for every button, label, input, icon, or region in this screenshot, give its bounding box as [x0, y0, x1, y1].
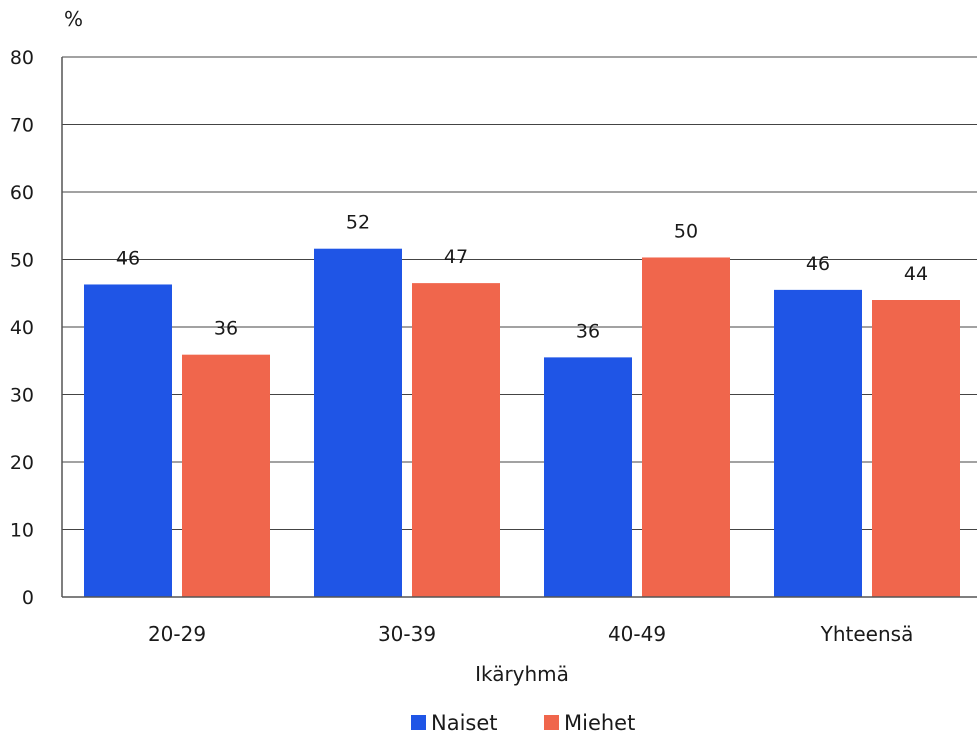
data-label: 44 [904, 263, 928, 285]
x-tick-label: Yhteensä [820, 622, 914, 646]
y-tick-label: 60 [10, 182, 34, 204]
y-axis-ticks: 0 10 20 30 40 50 60 70 80 [10, 47, 34, 609]
legend-label-miehet: Miehet [564, 711, 635, 735]
data-labels: 46 36 52 47 36 50 46 44 [116, 212, 928, 343]
y-tick-label: 30 [10, 385, 34, 407]
x-tick-label: 20-29 [148, 622, 206, 646]
x-axis-title: Ikäryhmä [475, 662, 569, 686]
y-tick-label: 80 [10, 47, 34, 69]
y-axis-title: % [64, 7, 83, 31]
bar-miehet [182, 354, 270, 597]
y-tick-label: 70 [10, 115, 34, 137]
bar-naiset [774, 289, 862, 597]
data-label: 46 [116, 247, 140, 269]
bar-naiset [544, 357, 632, 597]
data-label: 50 [674, 220, 698, 242]
data-label: 36 [576, 320, 600, 342]
y-tick-label: 10 [10, 520, 34, 542]
x-axis-ticks: 20-29 30-39 40-49 Yhteensä [148, 622, 913, 646]
legend-swatch-miehet [544, 715, 559, 730]
data-label: 36 [214, 318, 238, 340]
legend: Naiset Miehet [411, 711, 635, 735]
y-tick-label: 0 [22, 587, 34, 609]
bar-miehet [872, 300, 960, 597]
bar-naiset [314, 248, 402, 597]
bars [84, 248, 960, 597]
y-tick-label: 20 [10, 452, 34, 474]
x-tick-label: 30-39 [378, 622, 436, 646]
bar-miehet [412, 283, 500, 597]
x-tick-label: 40-49 [608, 622, 666, 646]
y-tick-label: 40 [10, 317, 34, 339]
bar-miehet [642, 257, 730, 597]
legend-label-naiset: Naiset [431, 711, 498, 735]
bar-naiset [84, 284, 172, 597]
legend-swatch-naiset [411, 715, 426, 730]
data-label: 52 [346, 212, 370, 234]
data-label: 46 [806, 253, 830, 275]
data-label: 47 [444, 246, 468, 268]
y-tick-label: 50 [10, 250, 34, 272]
